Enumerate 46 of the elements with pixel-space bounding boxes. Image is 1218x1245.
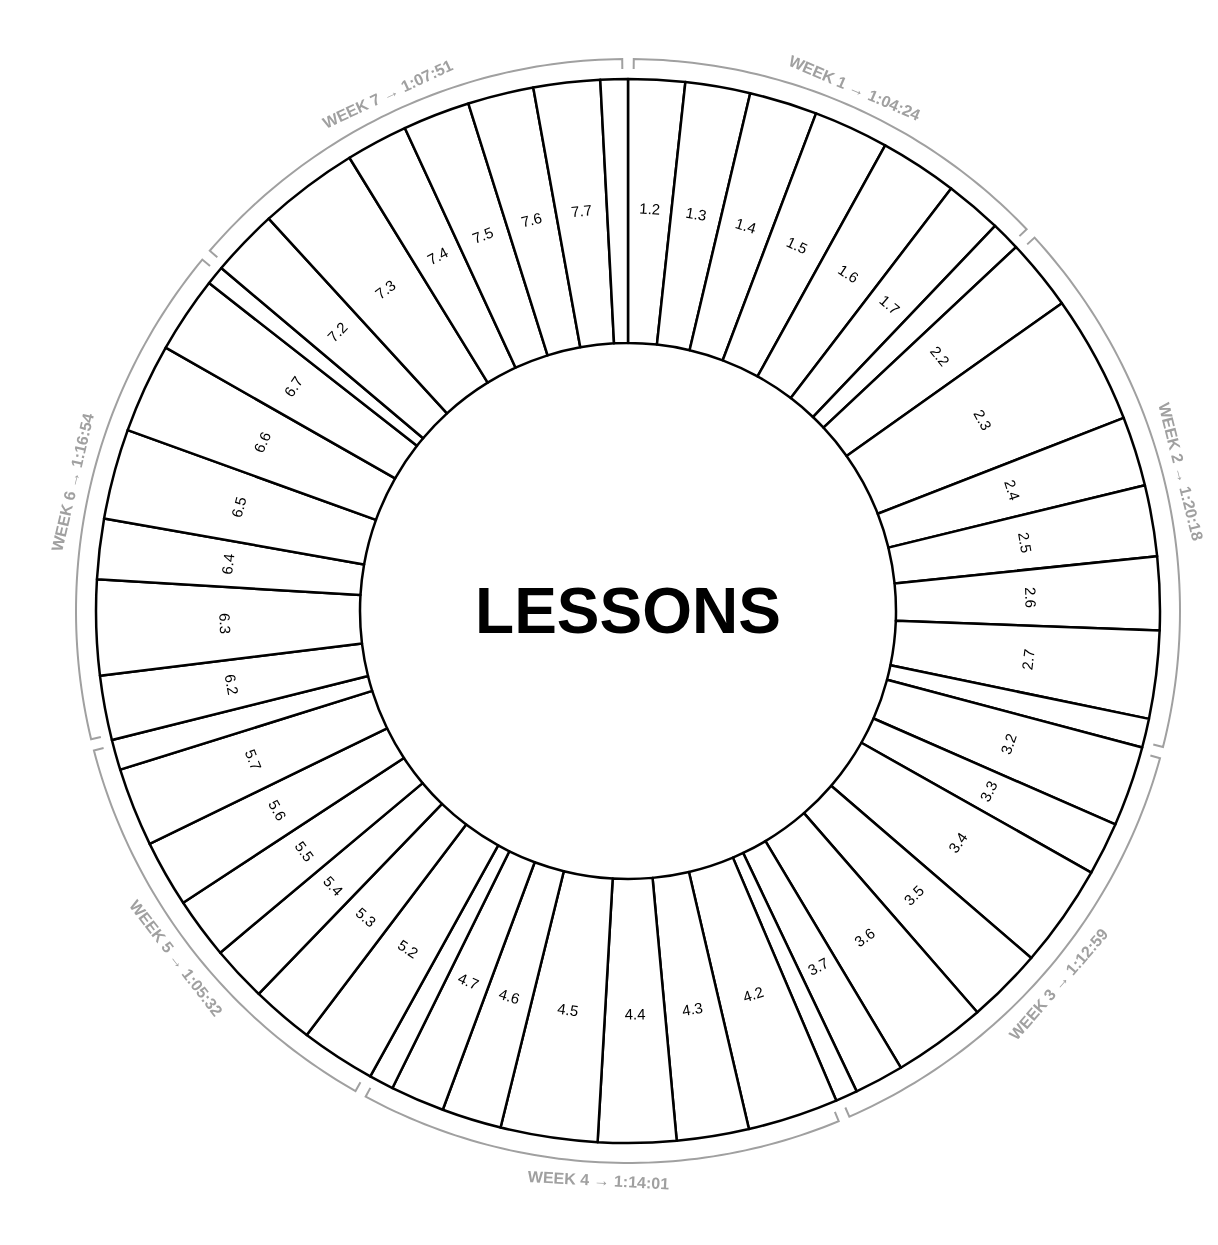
- slice-label: 1.2: [638, 199, 661, 218]
- slice-label: 2.2: [926, 342, 954, 370]
- slice-label: 7.3: [371, 276, 399, 303]
- slice-label: 4.5: [556, 999, 580, 1020]
- slice-label: 2.3: [970, 406, 996, 434]
- slice-label: 3.7: [804, 953, 832, 979]
- slice-label: 7.5: [469, 223, 496, 247]
- slice-label: 4.6: [496, 984, 522, 1008]
- text: WEEK 6 → 1:16:54: [48, 411, 97, 554]
- slice-label: 6.7: [280, 373, 307, 400]
- text: WEEK 4 → 1:14:01: [527, 1168, 670, 1193]
- slice-label: 7.6: [519, 208, 544, 231]
- slice-label: 5.7: [241, 746, 266, 773]
- slice-label: 4.3: [680, 998, 705, 1019]
- slice-label: 4.4: [624, 1005, 646, 1023]
- slice-label: 2.4: [1001, 477, 1024, 503]
- slice-label: 6.5: [227, 494, 250, 520]
- slice-label: 3.3: [976, 778, 1001, 805]
- text: LESSONS: [475, 575, 781, 647]
- slice-label: 7.7: [570, 201, 593, 221]
- slice-label: 5.3: [352, 903, 380, 931]
- slice-label: 3.4: [944, 829, 971, 857]
- slice-label: 5.4: [319, 872, 347, 900]
- text: WEEK 2 → 1:20:18: [1155, 401, 1207, 543]
- slice-label: 1.6: [835, 260, 862, 287]
- slice-label: 1.4: [733, 214, 759, 237]
- slice-label: 7.2: [323, 318, 351, 346]
- slice-label: 4.7: [455, 969, 482, 993]
- slice-label: 7.4: [424, 243, 451, 269]
- slice-label: 3.6: [851, 924, 878, 951]
- slice-label: 5.5: [291, 837, 318, 865]
- slice-label: 1.3: [684, 203, 708, 224]
- slice-label: 5.6: [265, 796, 291, 824]
- slice-label: 3.5: [900, 881, 928, 909]
- slice-label: 6.2: [221, 672, 243, 697]
- slice-label: 6.4: [218, 552, 238, 576]
- slice-label: 2.5: [1014, 530, 1036, 555]
- slice-label: 4.2: [740, 982, 766, 1006]
- slice-label: 2.7: [1018, 648, 1038, 671]
- slice-label: 6.6: [249, 429, 275, 456]
- slice-label: 6.3: [216, 612, 235, 635]
- slice-label: 3.2: [996, 731, 1020, 757]
- slice-label: 1.7: [876, 291, 904, 318]
- slice-label: 5.2: [394, 935, 422, 962]
- slice-label: 2.6: [1021, 586, 1040, 609]
- slice-label: 1.5: [784, 233, 811, 258]
